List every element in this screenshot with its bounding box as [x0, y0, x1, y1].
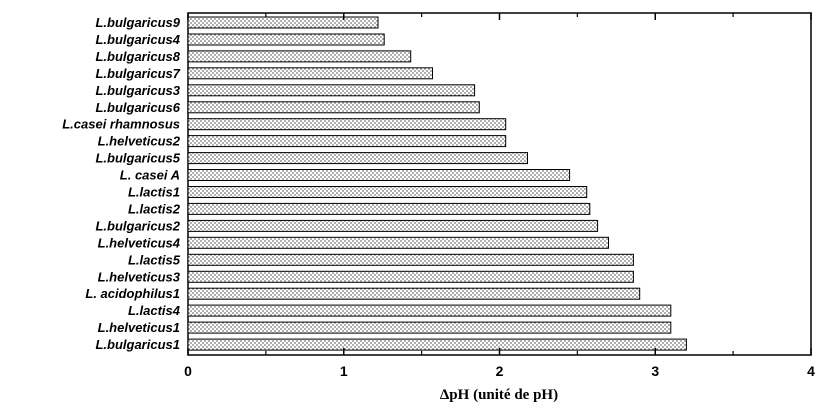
- category-label: L.bulgaricus2: [95, 218, 180, 233]
- bar: [187, 101, 480, 114]
- category-label: L.bulgaricus3: [95, 83, 180, 98]
- category-labels: L.bulgaricus9 L.bulgaricus4 L.bulgaricus8 L…: [62, 15, 181, 352]
- category-label: L.bulgaricus4: [95, 32, 180, 47]
- bar: [187, 135, 507, 148]
- bar: [187, 118, 507, 131]
- x-tick-label: 4: [807, 363, 815, 379]
- bar: [187, 169, 571, 181]
- category-label: L. casei A: [120, 168, 180, 183]
- x-tick-label: 1: [340, 363, 348, 379]
- category-label: L.lactis5: [128, 252, 181, 267]
- bar: [187, 33, 385, 46]
- category-label: L.bulgaricus1: [95, 337, 180, 352]
- bar: [187, 67, 433, 80]
- bar: [187, 338, 687, 351]
- category-label: L.lactis4: [128, 303, 181, 318]
- x-axis-title: ΔpH (unité de pH): [440, 387, 558, 403]
- category-label: L.lactis2: [128, 201, 181, 216]
- category-label: L.bulgaricus7: [95, 66, 180, 81]
- bar: [187, 236, 609, 249]
- category-label: L. acidophilus1: [85, 286, 180, 301]
- bar: [187, 321, 672, 334]
- bar: [187, 253, 634, 266]
- category-label: L.helveticus3: [98, 269, 181, 284]
- plot-frame: [187, 12, 812, 356]
- category-label: L.helveticus2: [98, 134, 181, 149]
- bar: [187, 50, 412, 63]
- category-label: L.helveticus1: [98, 320, 180, 335]
- bar: [187, 202, 591, 215]
- bar: [187, 219, 599, 232]
- bar: [187, 84, 476, 97]
- x-tick-label: 0: [184, 363, 192, 379]
- x-tick-label: 2: [496, 363, 504, 379]
- category-label: L.bulgaricus8: [95, 49, 180, 64]
- bar: [187, 16, 379, 29]
- category-label: L.bulgaricus9: [95, 15, 180, 30]
- category-label: L.lactis1: [128, 185, 180, 200]
- category-label: L.bulgaricus6: [95, 100, 180, 115]
- x-axis-ticks: 0 1 2 3 4: [184, 13, 815, 379]
- bar: [187, 186, 588, 198]
- bars-group: [187, 16, 687, 351]
- x-tick-label: 3: [651, 363, 659, 379]
- category-label: L.casei rhamnosus: [62, 117, 180, 132]
- bar: [187, 304, 672, 317]
- bar: [187, 152, 528, 165]
- bar: [187, 287, 641, 300]
- category-label: L.bulgaricus5: [95, 151, 180, 166]
- category-label: L.helveticus4: [98, 235, 181, 250]
- bar: [187, 270, 634, 283]
